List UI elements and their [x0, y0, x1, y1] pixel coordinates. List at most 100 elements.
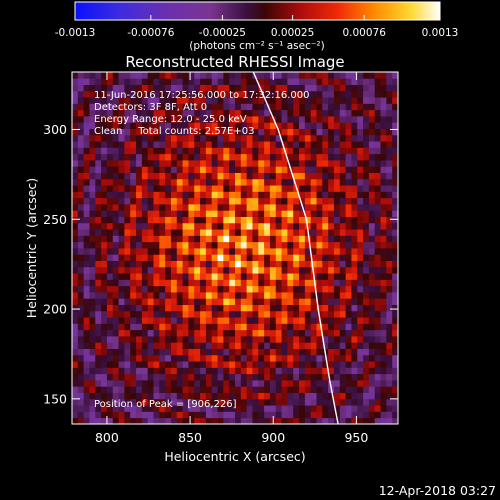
- heatmap-cell: [316, 336, 323, 343]
- heatmap-cell: [281, 342, 288, 349]
- heatmap-cell: [124, 367, 131, 375]
- heatmap-cell: [182, 348, 189, 356]
- heatmap-cell: [176, 417, 184, 424]
- heatmap-cell: [275, 317, 282, 324]
- heatmap-cell: [345, 109, 352, 117]
- heatmap-cell: [77, 260, 85, 268]
- heatmap-cell: [299, 78, 306, 85]
- heatmap-cell: [275, 197, 282, 205]
- peak-position-label: Position of Peak = [906,226]: [94, 399, 237, 410]
- heatmap-cell: [322, 78, 329, 85]
- heatmap-cell: [217, 185, 224, 192]
- heatmap-cell: [281, 72, 288, 79]
- heatmap-cell: [293, 354, 300, 362]
- heatmap-cell: [281, 210, 288, 217]
- heatmap-cell: [136, 141, 143, 148]
- heatmap-cell: [246, 84, 253, 92]
- heatmap-cell: [153, 116, 160, 123]
- heatmap-cell: [165, 166, 172, 173]
- heatmap-cell: [322, 84, 329, 92]
- heatmap-cell: [357, 235, 364, 243]
- heatmap-cell: [345, 260, 352, 268]
- heatmap-cell: [72, 392, 79, 400]
- heatmap-cell: [200, 191, 207, 199]
- heatmap-cell: [374, 361, 381, 368]
- heatmap-cell: [281, 153, 288, 161]
- heatmap-cell: [170, 153, 178, 161]
- heatmap-cell: [95, 285, 102, 293]
- heatmap-cell: [328, 147, 335, 155]
- heatmap-cell: [205, 392, 213, 400]
- heatmap-cell: [269, 348, 277, 356]
- heatmap-cell: [159, 398, 166, 406]
- heatmap-cell: [188, 405, 195, 412]
- heatmap-cell: [357, 78, 364, 85]
- heatmap-cell: [130, 241, 137, 249]
- heatmap-cell: [223, 78, 230, 85]
- heatmap-cell: [339, 361, 347, 368]
- heatmap-cell: [147, 298, 154, 305]
- heatmap-cell: [293, 235, 300, 243]
- heatmap-cell: [316, 304, 323, 312]
- heatmap-cell: [118, 398, 125, 406]
- heatmap-cell: [77, 310, 85, 318]
- heatmap-cell: [95, 122, 102, 129]
- heatmap-cell: [101, 398, 108, 406]
- heatmap-cell: [165, 160, 172, 167]
- heatmap-cell: [316, 185, 323, 192]
- heatmap-cell: [229, 260, 236, 268]
- heatmap-cell: [293, 342, 300, 349]
- heatmap-cell: [194, 185, 201, 192]
- heatmap-cell: [235, 210, 242, 217]
- heatmap-cell: [77, 336, 85, 343]
- heatmap-cell: [205, 285, 213, 293]
- heatmap-cell: [182, 354, 189, 362]
- heatmap-cell: [374, 72, 381, 79]
- heatmap-cell: [223, 417, 230, 424]
- heatmap-cell: [200, 134, 207, 142]
- heatmap-cell: [205, 373, 213, 381]
- heatmap-cell: [333, 210, 341, 217]
- heatmap-cell: [124, 310, 131, 318]
- heatmap-cell: [386, 78, 393, 85]
- heatmap-cell: [287, 103, 294, 111]
- colorbar-tick-label: -0.0013: [55, 27, 96, 39]
- heatmap-cell: [170, 222, 178, 230]
- heatmap-cell: [72, 128, 79, 136]
- heatmap-cell: [351, 147, 358, 155]
- heatmap-cell: [345, 380, 352, 387]
- heatmap-cell: [258, 72, 265, 79]
- heatmap-cell: [275, 84, 282, 92]
- heatmap-cell: [246, 329, 253, 337]
- y-tick-label: 250: [43, 212, 67, 227]
- heatmap-cell: [188, 386, 195, 393]
- heatmap-cell: [141, 90, 149, 98]
- heatmap-cell: [136, 392, 143, 400]
- heatmap-cell: [147, 191, 154, 199]
- heatmap-cell: [299, 392, 306, 400]
- heatmap-cell: [339, 317, 347, 324]
- heatmap-cell: [322, 361, 329, 368]
- heatmap-cell: [299, 197, 306, 205]
- heatmap-cell: [357, 72, 364, 79]
- heatmap-cell: [258, 373, 265, 381]
- heatmap-cell: [95, 229, 102, 236]
- heatmap-cell: [130, 109, 137, 117]
- heatmap-cell: [275, 109, 282, 117]
- heatmap-cell: [217, 361, 224, 368]
- heatmap-cell: [287, 147, 294, 155]
- heatmap-cell: [217, 329, 224, 337]
- heatmap-cell: [77, 116, 85, 123]
- heatmap-cell: [299, 411, 306, 419]
- heatmap-cell: [89, 285, 96, 293]
- heatmap-cell: [299, 134, 306, 142]
- heatmap-cell: [310, 373, 317, 381]
- heatmap-cell: [124, 204, 131, 211]
- heatmap-cell: [165, 229, 172, 236]
- heatmap-cell: [153, 273, 160, 280]
- heatmap-cell: [357, 336, 364, 343]
- heatmap-cell: [101, 97, 108, 104]
- heatmap-cell: [124, 317, 131, 324]
- heatmap-cell: [153, 229, 160, 236]
- heatmap-cell: [112, 266, 119, 274]
